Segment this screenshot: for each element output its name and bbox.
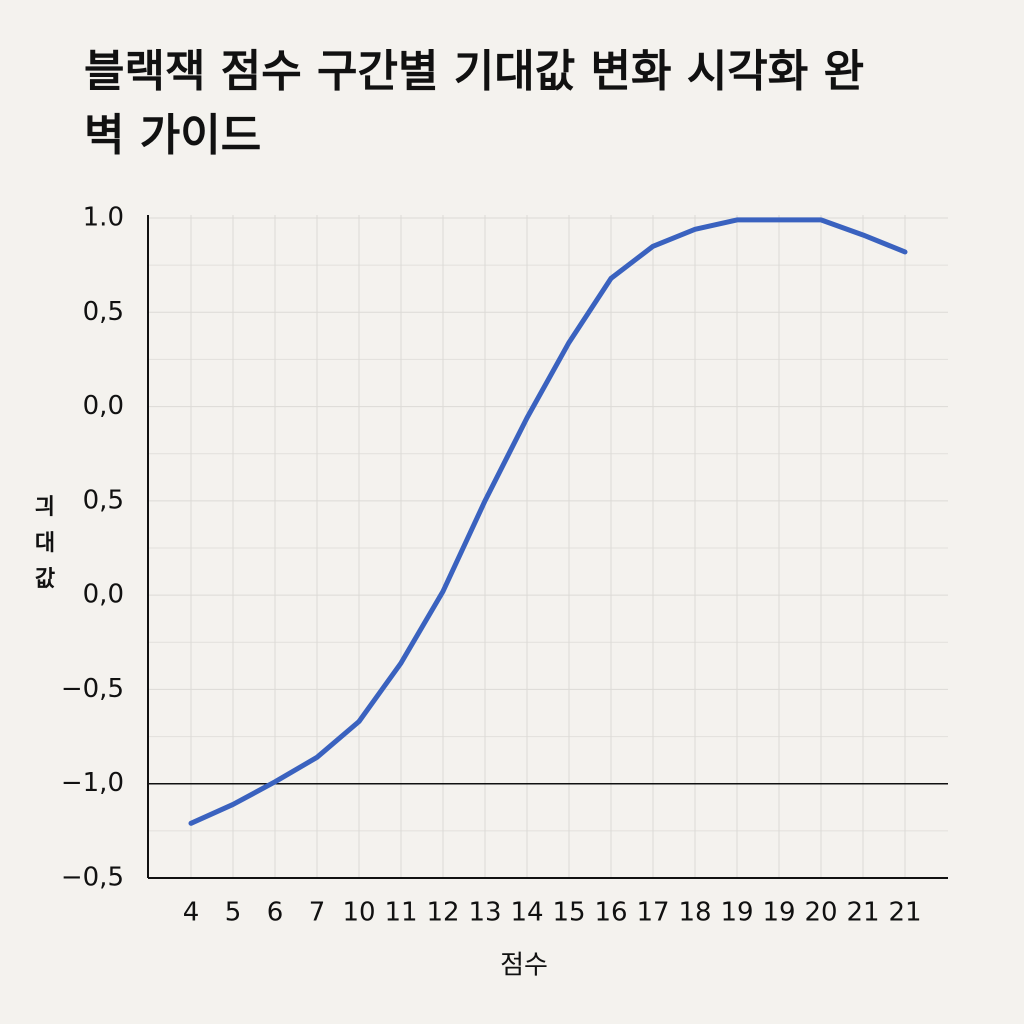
y-tick-label: 1.0 (83, 203, 124, 233)
x-tick-label: 14 (510, 898, 543, 928)
x-tick-label: 15 (552, 898, 585, 928)
x-tick-label: 13 (468, 898, 501, 928)
y-tick-label: 0,0 (83, 391, 124, 421)
x-tick-label: 6 (267, 898, 284, 928)
y-tick-label: 0,5 (83, 297, 124, 327)
chart-title: 블랙잭 점수 구간별 기대값 변화 시각화 완벽 가이드 (84, 46, 865, 161)
x-tick-label: 10 (342, 898, 375, 928)
y-tick-label: 0,0 (83, 580, 124, 610)
x-tick-label: 7 (309, 898, 326, 928)
x-tick-label: 19 (762, 898, 795, 928)
y-tick-label: −0,5 (61, 674, 124, 704)
x-axis-label: 점수 (500, 951, 548, 981)
x-tick-label: 21 (846, 898, 879, 928)
y-tick-label: −1,0 (61, 768, 124, 798)
x-tick-label: 17 (636, 898, 669, 928)
x-tick-label: 12 (426, 898, 459, 928)
x-tick-label: 11 (384, 898, 417, 928)
x-tick-label: 19 (720, 898, 753, 928)
x-tick-label: 18 (678, 898, 711, 928)
line (188, 217, 908, 826)
y-tick-label: 0,5 (83, 485, 124, 515)
x-tick-label: 16 (594, 898, 627, 928)
x-tick-label: 21 (888, 898, 921, 928)
x-tick-label: 5 (225, 898, 242, 928)
x-tick-label: 4 (183, 898, 200, 928)
y-tick-label: −0,5 (61, 863, 124, 893)
x-tick-label: 20 (804, 898, 837, 928)
